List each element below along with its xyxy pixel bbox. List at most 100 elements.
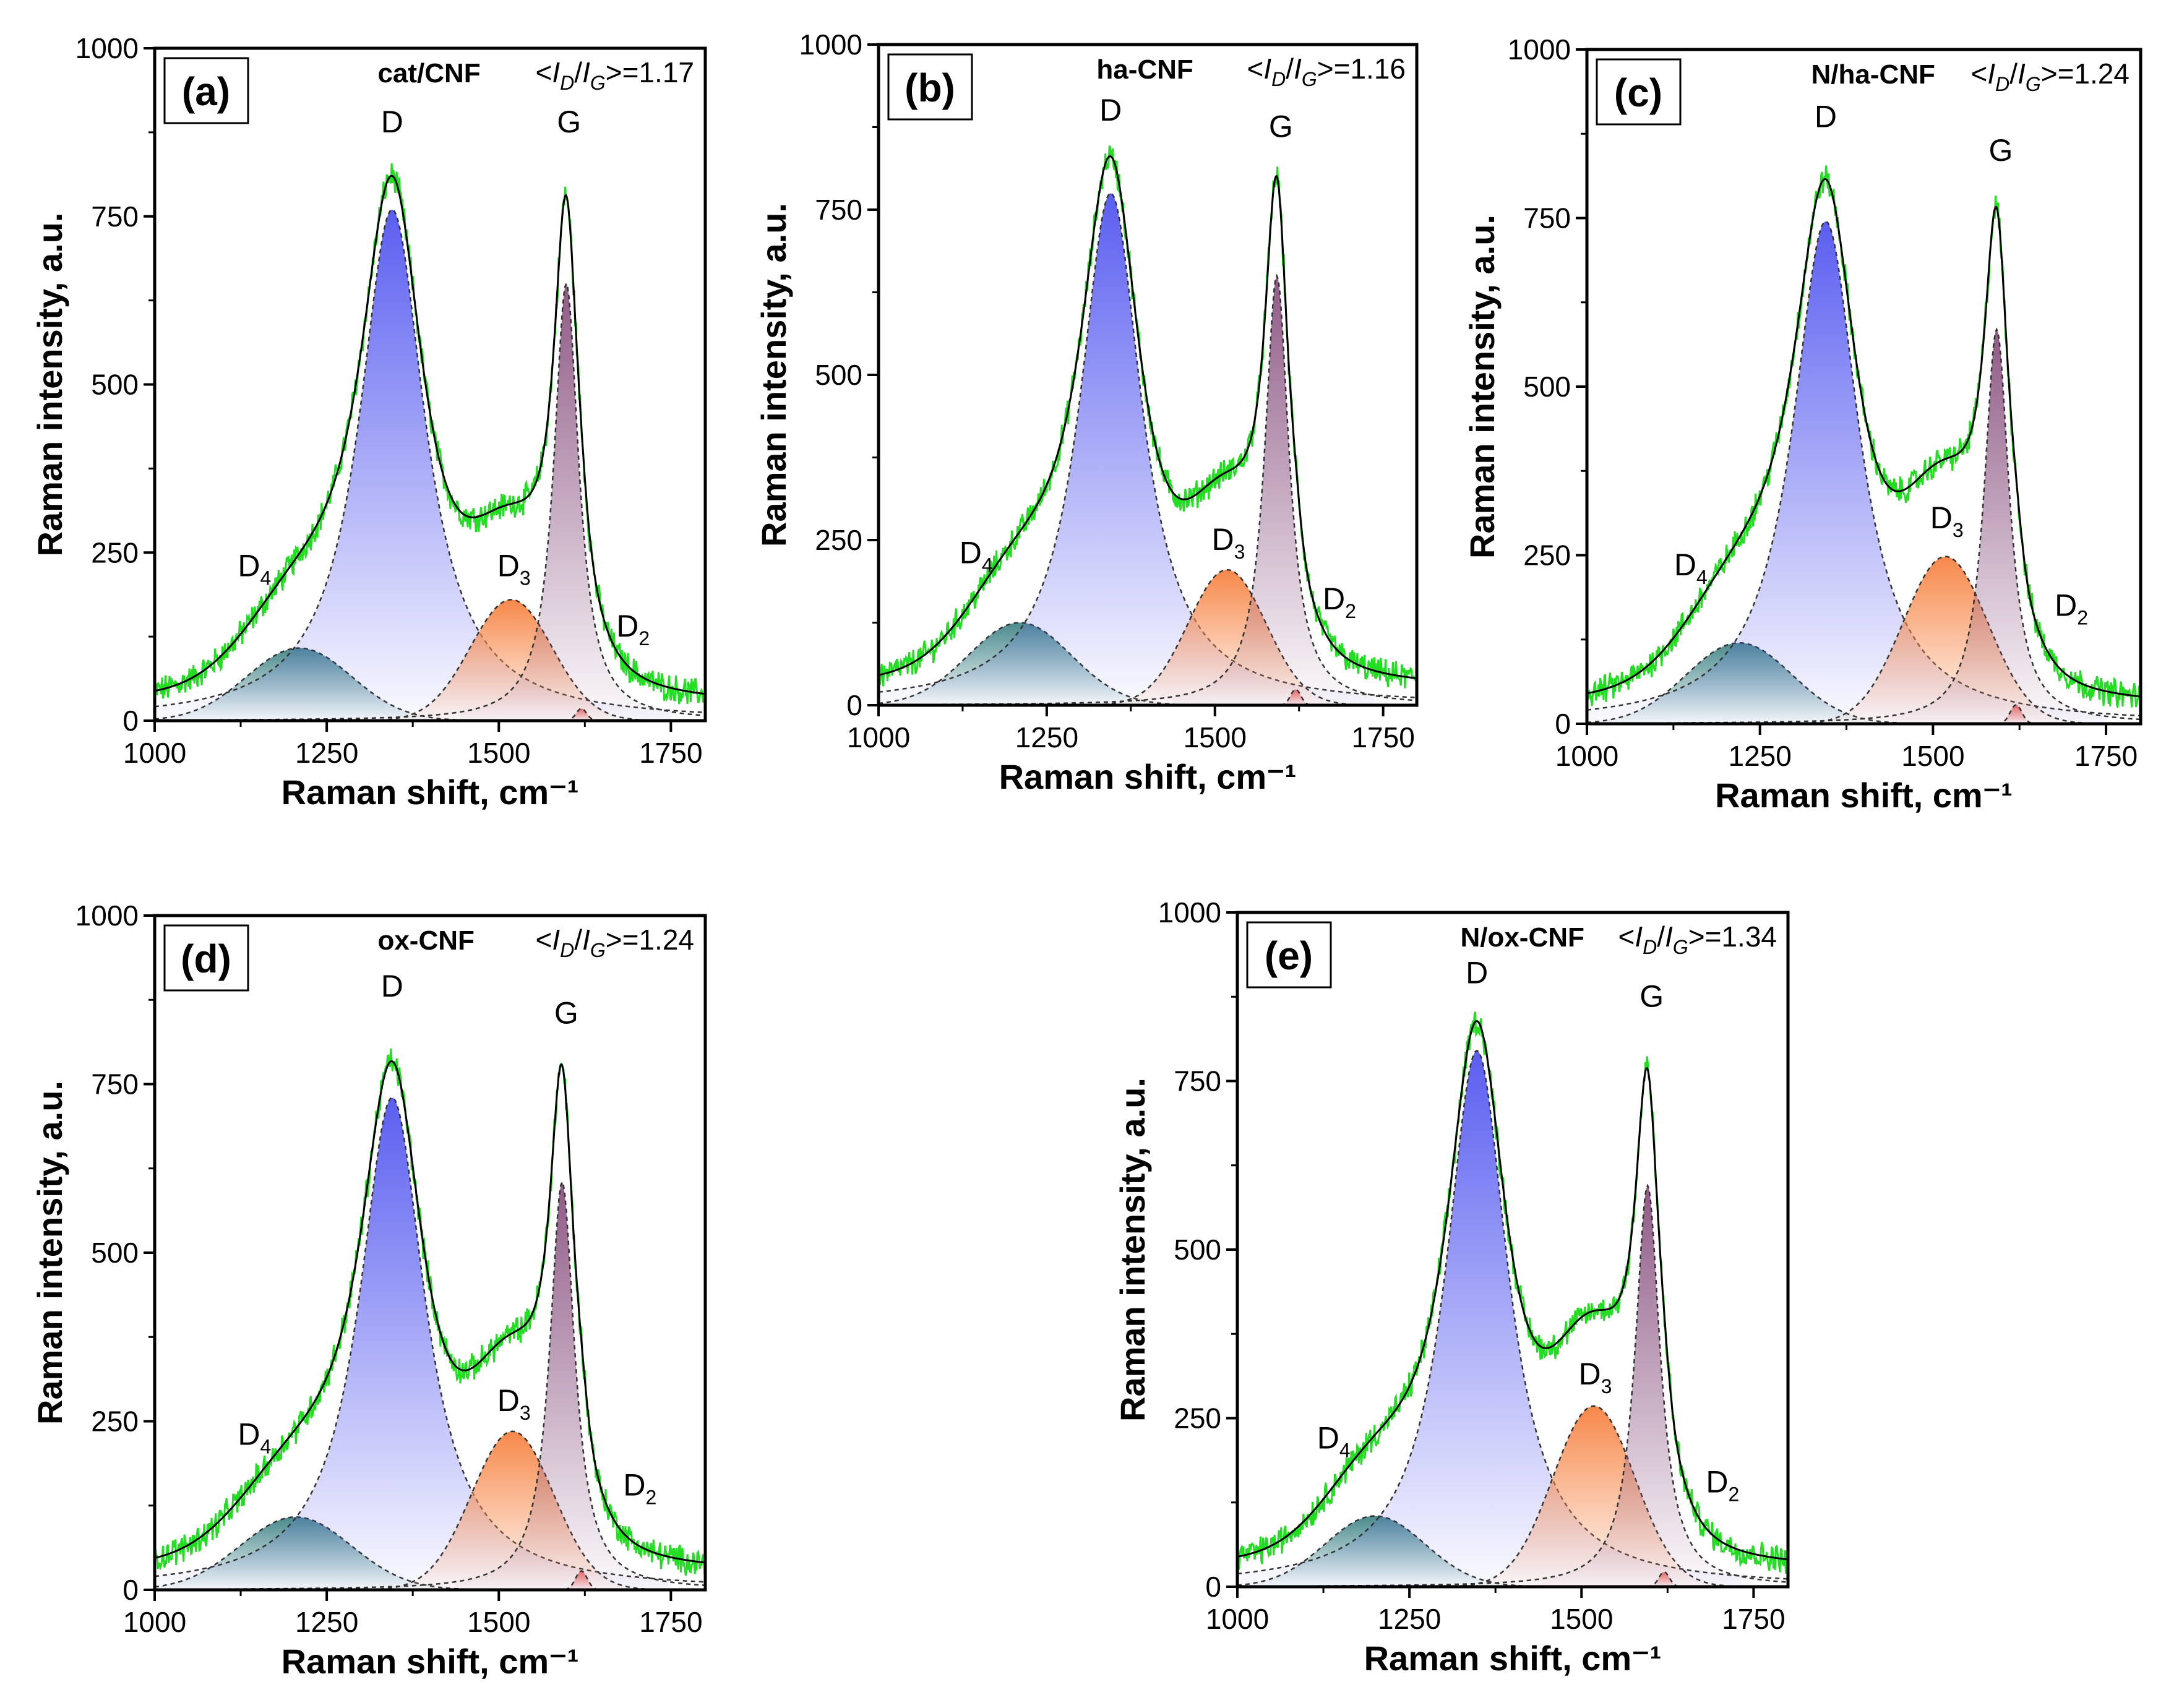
peak-label-G: G xyxy=(1989,133,2013,168)
panel-a: 1000 1250 1500 1750 0 250 500 750 1000 Raman shif… xyxy=(30,32,707,812)
fit-envelope xyxy=(155,174,705,695)
intensity-ratio: <ID/IG>=1.17 xyxy=(536,56,694,94)
x-tick-label: 1250 xyxy=(1729,740,1792,772)
raw-spectrum xyxy=(1587,165,2141,708)
x-tick-label: 1000 xyxy=(847,721,910,753)
y-tick-label: 750 xyxy=(91,1068,139,1101)
x-tick-label: 1750 xyxy=(2074,740,2138,772)
y-tick-label: 250 xyxy=(815,524,862,556)
intensity-ratio: <ID/IG>=1.24 xyxy=(536,924,694,961)
peak-label-G: G xyxy=(1269,109,1293,144)
peak-label-D: D xyxy=(381,969,403,1003)
peak-label-G: G xyxy=(554,995,578,1030)
panel-label: (a) xyxy=(163,57,249,124)
y-axis-title: Raman intensity, a.u. xyxy=(1463,215,1502,559)
x-tick-label: 1000 xyxy=(1555,740,1618,772)
x-axis-title: Raman shift, cm⁻¹ xyxy=(281,773,579,812)
fit-envelope xyxy=(1587,178,2141,698)
svg-text:(c): (c) xyxy=(1614,71,1662,115)
peak-label-G: G xyxy=(557,105,581,139)
panel-label: (b) xyxy=(887,53,973,121)
y-tick-label: 500 xyxy=(91,1237,139,1269)
y-axis-title: Raman intensity, a.u. xyxy=(1113,1078,1152,1422)
x-axis-title: Raman shift, cm⁻¹ xyxy=(281,1642,579,1681)
x-axis-title: Raman shift, cm⁻¹ xyxy=(999,757,1297,796)
intensity-ratio: <ID/IG>=1.34 xyxy=(1618,921,1777,958)
component-D-fill xyxy=(155,1097,672,1590)
peak-label-D3: D3 xyxy=(1579,1357,1612,1397)
component-D-fill xyxy=(879,193,1375,705)
peak-label-G: G xyxy=(1640,979,1664,1014)
y-axis-title: Raman intensity, a.u. xyxy=(30,1081,69,1425)
sample-name: ha-CNF xyxy=(1096,54,1193,85)
panel-d: 1000 1250 1500 1750 0 250 500 750 1000 Raman shif… xyxy=(30,899,707,1681)
x-tick-label: 1250 xyxy=(1378,1603,1441,1635)
component-D-fill xyxy=(1587,221,2107,724)
component-D-curve xyxy=(1587,220,2141,717)
x-axis-title: Raman shift, cm⁻¹ xyxy=(1715,776,2013,815)
x-tick-label: 1750 xyxy=(1722,1603,1785,1635)
component-G-fill xyxy=(1890,329,2104,724)
panel-label: (e) xyxy=(1246,921,1332,989)
peak-label-D4: D4 xyxy=(238,548,271,589)
svg-text:(b): (b) xyxy=(905,66,955,110)
fit-envelope xyxy=(155,1060,705,1564)
y-tick-label: 250 xyxy=(91,536,139,569)
peak-label-D2: D2 xyxy=(1323,581,1356,622)
y-tick-label: 1000 xyxy=(75,32,139,64)
component-G-fill xyxy=(456,1182,668,1590)
x-tick-label: 1250 xyxy=(1015,721,1078,753)
component-G-fill xyxy=(1541,1185,1754,1587)
y-tick-label: 750 xyxy=(815,194,862,226)
y-axis-title: Raman intensity, a.u. xyxy=(30,213,69,557)
peak-label-D3: D3 xyxy=(1930,500,1964,541)
x-tick-label: 1500 xyxy=(1901,740,1964,772)
x-tick-label: 1000 xyxy=(1206,1603,1269,1635)
panel-label: (c) xyxy=(1596,58,1682,126)
peak-label-D4: D4 xyxy=(1674,547,1708,588)
svg-text:(a): (a) xyxy=(182,69,230,114)
peak-label-D4: D4 xyxy=(1317,1421,1351,1462)
peak-label-D2: D2 xyxy=(2055,588,2088,629)
component-G-fill xyxy=(1173,275,1381,705)
x-tick-label: 1500 xyxy=(467,1606,530,1638)
peak-label-D: D xyxy=(1099,93,1122,127)
panel-c: 1000 1250 1500 1750 0 250 500 750 1000 Raman shif… xyxy=(1463,33,2142,815)
component-D2-fill xyxy=(1620,1572,1708,1587)
fit-envelope xyxy=(879,155,1417,679)
intensity-ratio: <ID/IG>=1.16 xyxy=(1247,53,1406,90)
component-D3-curve xyxy=(1237,1405,1788,1587)
y-tick-label: 1000 xyxy=(799,28,862,61)
peak-label-D: D xyxy=(1815,99,1837,134)
x-tick-label: 1000 xyxy=(123,737,186,769)
y-tick-label: 0 xyxy=(846,689,862,721)
y-tick-label: 250 xyxy=(1174,1402,1221,1435)
fit-envelope xyxy=(1237,1019,1788,1561)
y-axis-title: Raman intensity, a.u. xyxy=(754,203,793,547)
component-D2-fill xyxy=(1967,705,2065,724)
y-tick-label: 750 xyxy=(91,200,139,233)
peak-label-D3: D3 xyxy=(1212,522,1245,563)
component-D2-fill xyxy=(538,708,625,721)
peak-label-D: D xyxy=(381,105,403,139)
peak-label-D: D xyxy=(1466,955,1488,990)
component-D-curve xyxy=(879,192,1417,698)
y-tick-label: 750 xyxy=(1174,1065,1221,1097)
y-tick-label: 0 xyxy=(122,1574,139,1606)
panel-label: (d) xyxy=(163,924,249,992)
component-D2-fill xyxy=(1253,689,1338,705)
sample-name: N/ox-CNF xyxy=(1460,922,1584,953)
x-tick-label: 1000 xyxy=(123,1606,186,1638)
y-tick-label: 500 xyxy=(1174,1234,1221,1266)
plot-area xyxy=(1587,165,2141,724)
panel-e: 1000 1250 1500 1750 0 250 500 750 1000 Raman shif… xyxy=(1113,896,1790,1678)
component-D-fill xyxy=(1237,1050,1742,1587)
x-tick-label: 1500 xyxy=(467,737,530,769)
intensity-ratio: <ID/IG>=1.24 xyxy=(1971,58,2129,95)
y-tick-label: 1000 xyxy=(75,899,139,932)
x-tick-label: 1500 xyxy=(1550,1603,1613,1635)
svg-text:(d): (d) xyxy=(181,937,231,981)
x-tick-label: 1750 xyxy=(639,1606,702,1638)
y-tick-label: 1000 xyxy=(1158,896,1221,929)
sample-name: cat/CNF xyxy=(377,58,480,88)
